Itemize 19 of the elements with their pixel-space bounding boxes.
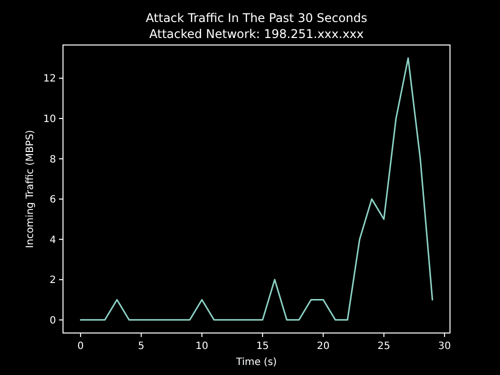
y-tick-label: 12: [43, 74, 56, 85]
chart-title: Attack Traffic In The Past 30 Seconds: [146, 11, 368, 25]
x-tick-label: 20: [316, 341, 330, 352]
x-tick-label: 5: [138, 341, 144, 352]
x-axis-title: Time (s): [235, 357, 277, 368]
y-axis-title: Incoming Traffic (MBPS): [25, 130, 36, 248]
line-series: [80, 57, 434, 321]
x-tick-label: 30: [438, 341, 451, 352]
x-tick-label: 25: [378, 341, 390, 352]
x-tick-label: 10: [196, 341, 208, 352]
y-tick-label: 2: [50, 275, 56, 286]
y-tick-label: 6: [50, 194, 56, 206]
y-tick-label: 8: [50, 154, 56, 166]
x-tick-label: 0: [77, 341, 84, 352]
y-tick-label: 10: [43, 114, 56, 126]
y-tick-label: 0: [50, 315, 56, 326]
x-tick-label: 15: [256, 341, 269, 352]
y-tick-label: 4: [50, 234, 56, 246]
chart-subtitle: Attacked Network: 198.251.xxx.xxx: [149, 27, 364, 41]
